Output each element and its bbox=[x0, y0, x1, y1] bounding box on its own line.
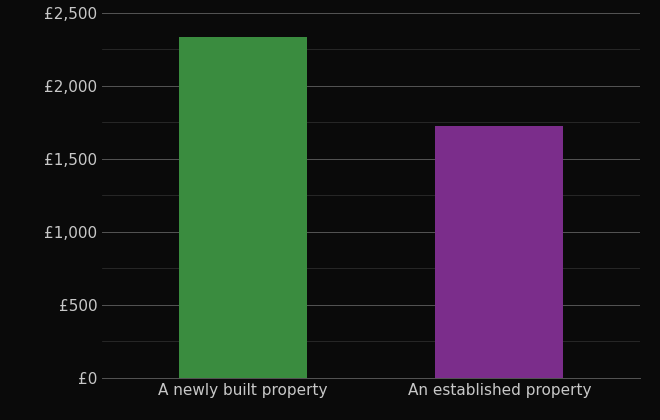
Bar bbox=[436, 126, 564, 378]
Bar bbox=[179, 37, 307, 378]
